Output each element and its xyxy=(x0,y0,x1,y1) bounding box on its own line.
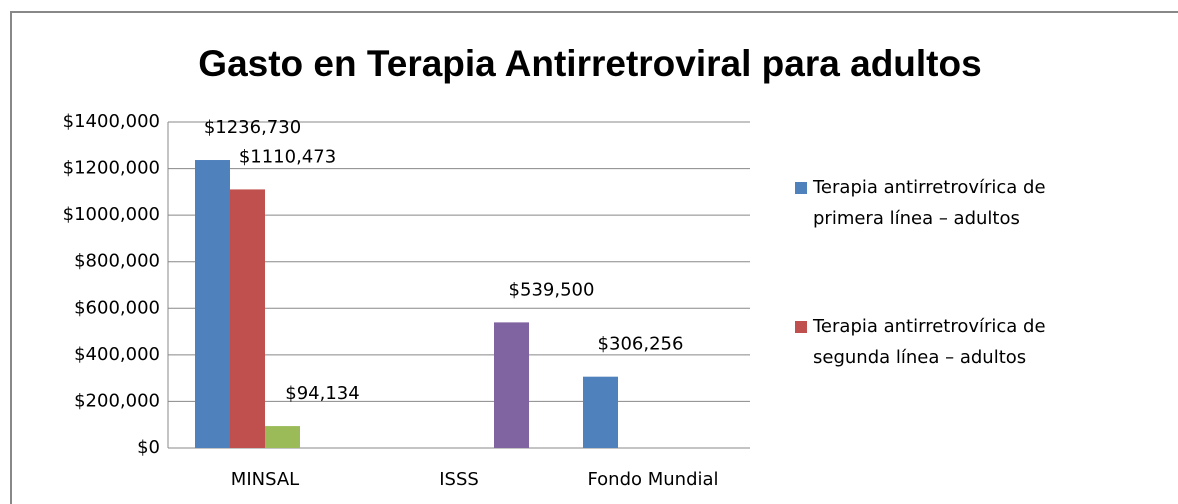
data-label: $539,500 xyxy=(509,279,595,300)
bar xyxy=(494,322,529,448)
legend-entry: Terapia antirretrovírica de segunda líne… xyxy=(795,311,1095,373)
bar xyxy=(230,189,265,448)
y-tick-label: $800,000 xyxy=(74,251,160,272)
y-tick-label: $0 xyxy=(137,437,160,458)
bar xyxy=(265,426,300,448)
data-label: $1110,473 xyxy=(239,146,336,167)
data-label: $306,256 xyxy=(598,334,684,355)
data-label: $94,134 xyxy=(285,383,359,404)
data-label: $1236,730 xyxy=(204,117,301,138)
y-tick-label: $400,000 xyxy=(74,344,160,365)
x-tick-label: Fondo Mundial xyxy=(587,469,718,490)
chart-title: Gasto en Terapia Antirretroviral para ad… xyxy=(198,43,981,84)
x-tick-label: ISSS xyxy=(439,469,479,490)
legend-label: Terapia antirretrovírica de segunda líne… xyxy=(813,316,1046,368)
y-tick-label: $1400,000 xyxy=(63,111,160,132)
legend-label: Terapia antirretrovírica de primera líne… xyxy=(813,177,1046,229)
y-tick-label: $1200,000 xyxy=(63,158,160,179)
x-tick-label: MINSAL xyxy=(231,469,299,490)
y-tick-label: $200,000 xyxy=(74,390,160,411)
y-tick-label: $600,000 xyxy=(74,297,160,318)
y-tick-label: $1000,000 xyxy=(63,204,160,225)
legend-swatch xyxy=(795,321,807,333)
bar xyxy=(583,376,618,448)
legend-entry: Terapia antirretrovírica de primera líne… xyxy=(795,172,1095,234)
legend-swatch xyxy=(795,182,807,194)
bar xyxy=(195,160,230,448)
